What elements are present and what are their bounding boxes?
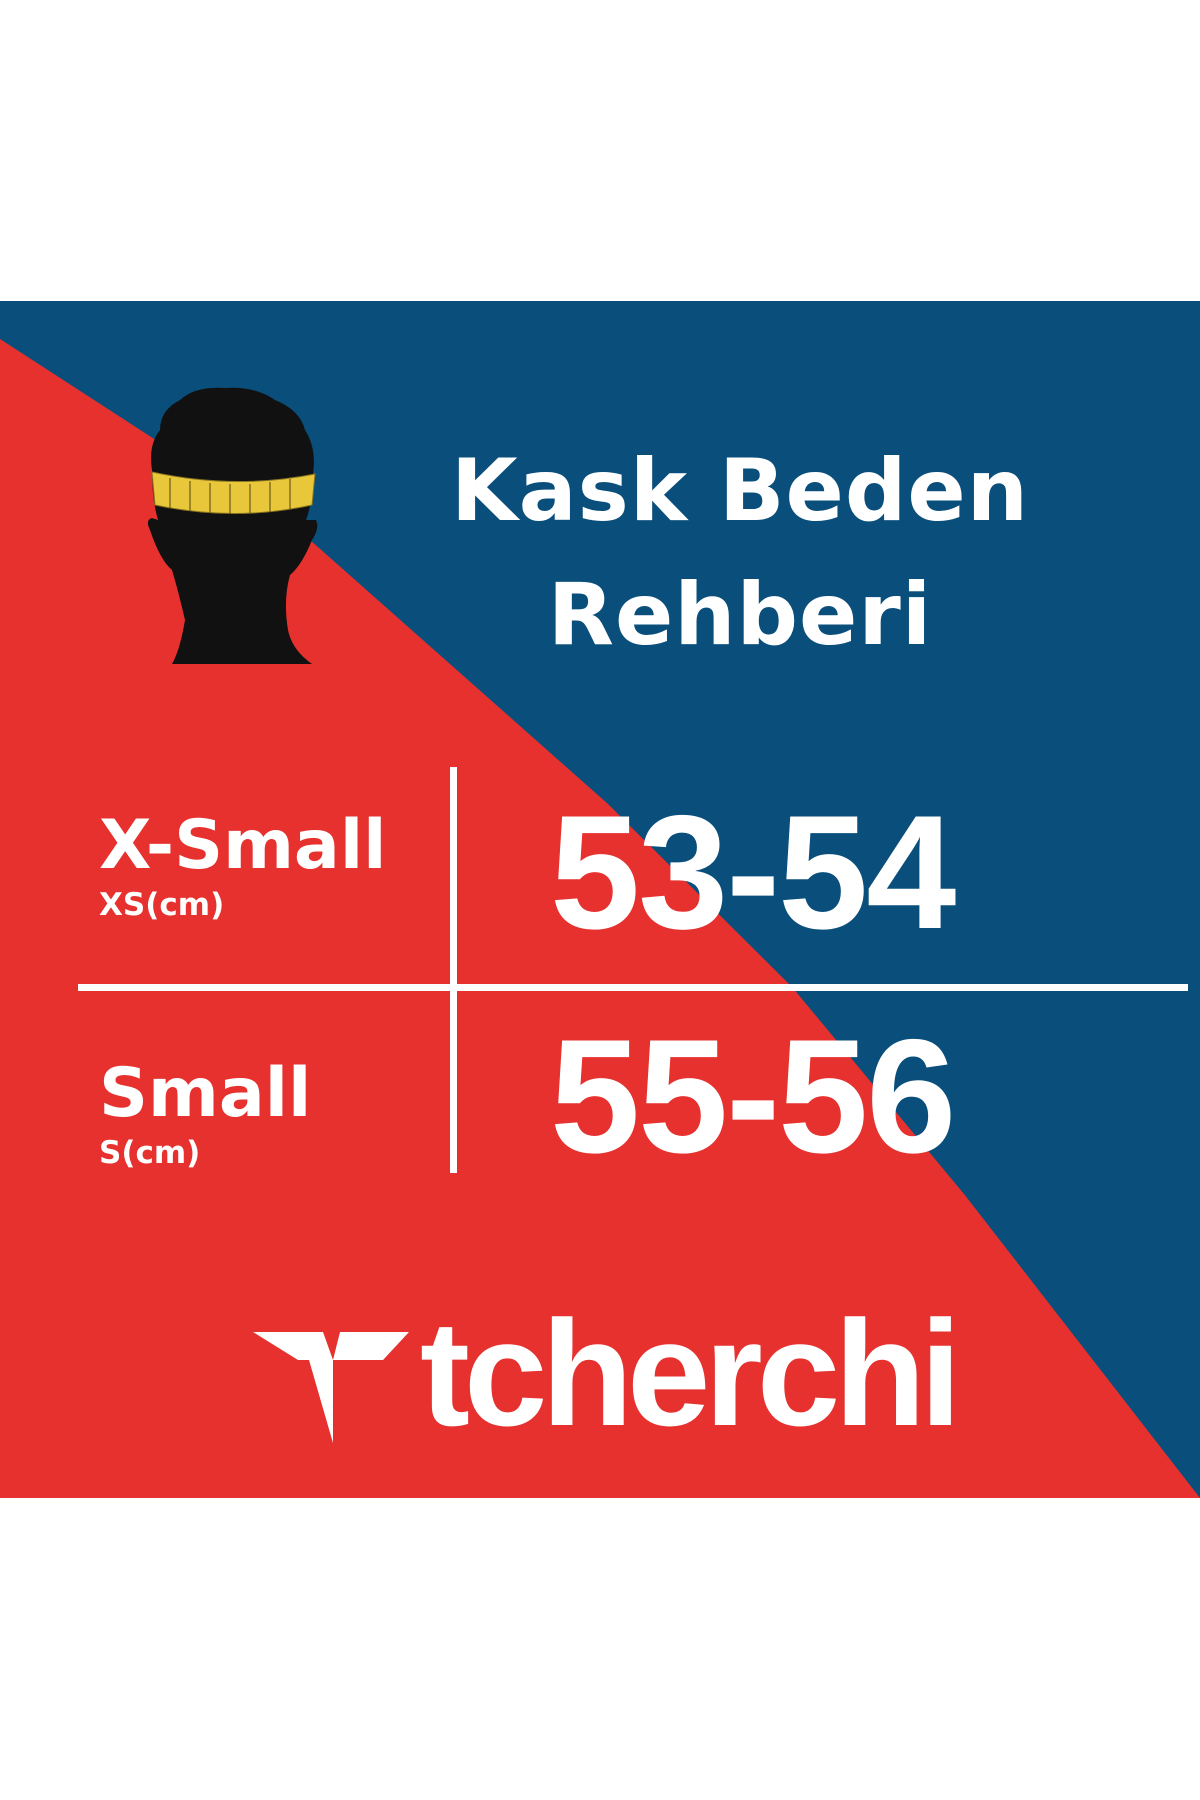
vertical-divider [450,767,457,1173]
horizontal-divider [78,984,1188,991]
brand-logo-text: tcherchi [420,1289,962,1457]
page-title-line-1: Kask Beden [451,441,1029,541]
size-range-small: 55-56 [550,1006,956,1187]
size-label-small: Small [99,1054,312,1133]
size-unit-small: S(cm) [99,1135,201,1171]
page-title-line-2: Rehberi [547,565,933,665]
tcherchi-t-logo-icon [253,1332,409,1443]
head-with-measuring-tape-icon [147,387,318,664]
red-diagonal-panel [0,339,1200,1498]
size-range-xsmall: 53-54 [550,782,956,963]
size-label-xsmall: X-Small [99,806,387,885]
size-unit-xsmall: XS(cm) [99,887,225,923]
